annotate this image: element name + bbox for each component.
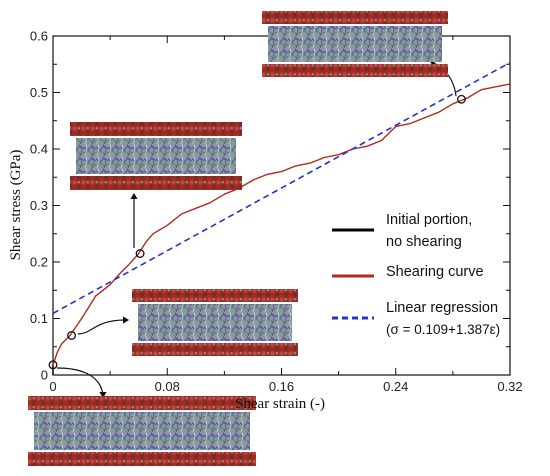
x-axis-label: Shear strain (-) [235, 396, 325, 412]
arrow-head [130, 193, 138, 199]
bottom-slab [28, 452, 256, 466]
legend: Initial portion, no shearing Shearing curv… [332, 212, 500, 337]
inset-layer [28, 11, 448, 466]
x-tick-label: 0.16 [269, 379, 294, 394]
legend-label-1: Shearing curve [386, 264, 484, 280]
arrow-initial [56, 367, 104, 396]
arrow-early [77, 319, 126, 335]
legend-label-0: Initial portion, [386, 212, 472, 228]
y-axis-label: Shear stress (GPa) [8, 150, 24, 261]
marker-layer [48, 94, 466, 370]
data-marker [48, 360, 58, 370]
y-tick-label: 0.2 [30, 255, 48, 270]
data-marker [67, 331, 77, 340]
y-tick-label: 0 [41, 368, 48, 383]
data-marker [135, 249, 145, 258]
x-tick-label: 0 [49, 379, 56, 394]
inset-snapshot-3 [262, 11, 448, 77]
polymer-layer [34, 412, 250, 450]
series-layer [52, 61, 511, 375]
y-tick-label: 0.5 [30, 85, 48, 100]
arrow-head [123, 316, 129, 324]
top-slab [262, 11, 448, 24]
legend-label-2: Linear regression [386, 300, 498, 316]
polymer-layer [76, 138, 236, 174]
y-tick-label: 0.4 [30, 142, 48, 157]
bottom-slab [70, 176, 242, 190]
x-tick-label: 0.32 [497, 379, 522, 394]
series-line-2 [52, 61, 511, 315]
polymer-layer [268, 26, 442, 62]
legend-label-0: no shearing [386, 234, 462, 250]
inset-snapshot-2 [70, 122, 242, 190]
top-slab [28, 396, 256, 410]
top-slab [70, 122, 242, 136]
inset-snapshot-1 [132, 289, 298, 356]
data-marker [456, 94, 466, 104]
series-line-1 [52, 83, 511, 366]
y-tick-label: 0.6 [30, 29, 48, 44]
bottom-slab [132, 343, 298, 356]
x-tick-label: 0.08 [155, 379, 180, 394]
top-slab [132, 289, 298, 302]
bottom-slab [262, 64, 448, 77]
y-tick-label: 0.1 [30, 311, 48, 326]
arrow-head [99, 392, 107, 398]
x-tick-label: 0.24 [383, 379, 408, 394]
legend-label-2: (σ = 0.109+1.387ε) [386, 322, 500, 337]
y-tick-label: 0.3 [30, 198, 48, 213]
inset-snapshot-0 [28, 396, 256, 466]
polymer-layer [138, 304, 292, 341]
